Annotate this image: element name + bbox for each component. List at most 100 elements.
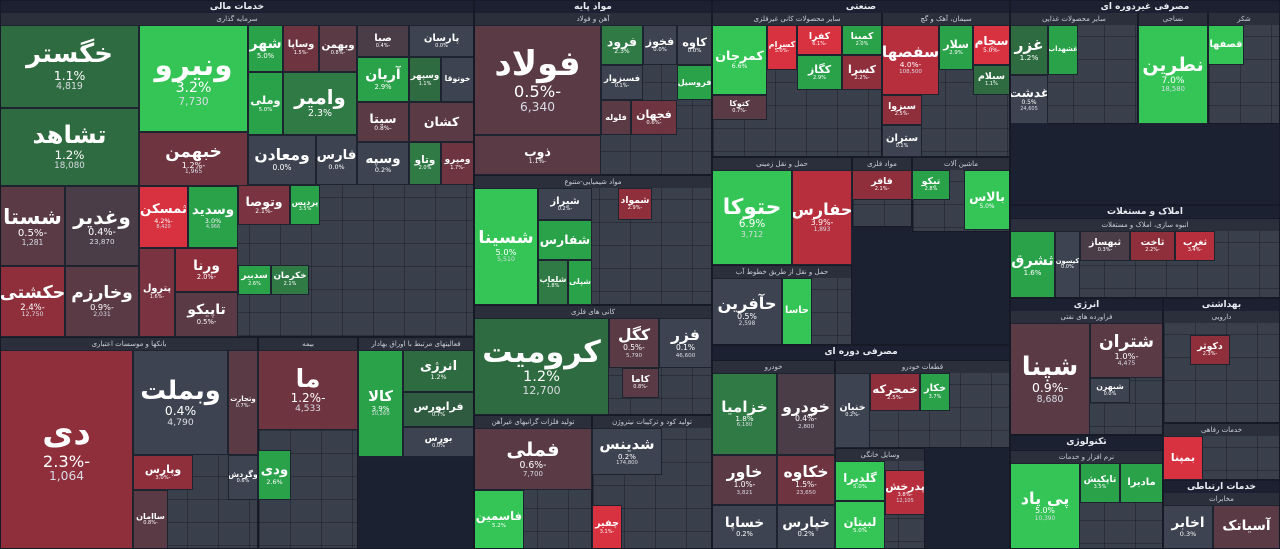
stock-tile: غدشت 0.5% 24,605	[1010, 75, 1048, 124]
stock-change: 0.0%	[435, 42, 448, 49]
stock-volume: 8,420	[156, 224, 171, 231]
sector-group: حمل و نقل زمینی حتوکا 6.9% 3,712 حفارس -3.9% 1…	[712, 157, 852, 265]
sector-group: دارویی دکوثر -2.3%	[1163, 310, 1280, 423]
stock-tile: لبیتان 5.0%	[835, 501, 885, 549]
stock-tile: خبهمن -1.2% 1,965	[139, 132, 248, 186]
stock-change: -0.5%	[196, 317, 217, 326]
stock-tile: خکاوه -1.5% 23,650	[777, 455, 835, 505]
sector-group: خدمات رفاهی بمپنا	[1163, 423, 1280, 480]
sector-header: مصرفی دوره ای	[713, 346, 1009, 358]
stock-symbol: خبهمن	[165, 140, 222, 161]
stock-change: 0.5%	[737, 311, 757, 321]
stock-tile: صبا -0.4%	[357, 25, 409, 57]
stock-change: 0.2%	[374, 166, 392, 175]
stock-symbol: فخوز	[645, 35, 675, 49]
stock-tile: تاپکیش 3.5%	[1080, 463, 1120, 503]
stock-symbol: وملی	[250, 93, 281, 108]
stock-volume: 1,893	[813, 227, 831, 234]
stock-symbol: سفصها	[882, 43, 939, 62]
group-header: سایر محصولات کانی غیرفلزی	[713, 13, 881, 25]
stock-change: 5.0%	[852, 484, 868, 491]
stock-change: 5.0%	[1035, 506, 1055, 516]
stock-symbol: بورس	[424, 433, 453, 445]
stock-symbol: اخابر	[1171, 515, 1205, 531]
stock-volume: 5,510	[497, 256, 515, 264]
stock-change: 0.0%	[432, 443, 445, 450]
stock-tile: ثاخت -2.2%	[1130, 231, 1175, 261]
stock-tile: بمپنا	[1163, 436, 1203, 480]
group-title: مواد فلزی	[867, 160, 897, 168]
stock-tile: ثغرب -3.4%	[1175, 231, 1215, 261]
group-title: وسایل خانگی	[860, 451, 900, 459]
stock-tile: آسیاتک	[1213, 505, 1280, 549]
stock-symbol: کتوکا	[729, 99, 750, 109]
sector-title: خدمات ارتباطی	[1186, 482, 1257, 492]
stock-change: 5.0%	[258, 106, 273, 113]
stock-symbol: کاوه	[682, 34, 707, 49]
stock-change: -0.5%	[17, 227, 48, 239]
stock-symbol: وتوصا	[245, 193, 283, 209]
sector-title: مصرفی دوره ای	[824, 347, 898, 357]
stock-change: 0.2%	[797, 529, 815, 538]
stock-volume: 3,821	[736, 489, 753, 496]
stock-tile: فافر -2.1%	[852, 170, 912, 200]
stock-symbol: فافر	[871, 176, 893, 188]
stock-tile: ما -1.2% 4,533	[258, 350, 358, 430]
stock-symbol: خمحرکه	[872, 381, 918, 396]
sector-group: ماشین آلات تیکو 2.8% بالاس 5.0%	[912, 157, 1010, 232]
stock-volume: 46,600	[675, 352, 696, 359]
stock-symbol: دی	[42, 413, 91, 454]
stock-symbol: حفارس	[792, 200, 852, 220]
group-title: بیمه	[302, 340, 314, 348]
stock-tile: فروسیل	[677, 65, 712, 100]
stock-tile: غزر 1.2%	[1010, 25, 1048, 75]
sector-group: سرمایه گذاری خگستر 1.1% 4,819 تشاهد 1.2% 18,08…	[0, 12, 474, 337]
stock-symbol: کمرجان	[715, 48, 764, 64]
stock-change: -4.0%	[899, 60, 922, 70]
stock-volume: 6,180	[736, 422, 753, 429]
stock-symbol: پارسان	[423, 32, 460, 44]
stock-tile: کفرا -6.1%	[797, 25, 842, 55]
stock-symbol: فلوله	[605, 112, 627, 123]
group-header: شکر	[1209, 13, 1279, 25]
stock-symbol: گلدیرا	[843, 470, 877, 485]
stock-tile: وسپه 0.2%	[357, 142, 409, 185]
stock-symbol: کرومیت	[482, 334, 601, 370]
stock-symbol: شبهرن	[1096, 382, 1124, 392]
stock-symbol: کمینا	[850, 31, 874, 43]
stock-symbol: لبیتان	[843, 514, 877, 529]
group-title: فراورده های نفتی	[1060, 313, 1113, 321]
stock-tile: سیلام 1.1%	[973, 65, 1010, 95]
group-title: حمل و نقل از طریق خطوط آب	[735, 268, 829, 276]
stock-tile: کشان	[409, 102, 474, 142]
sector-group: شکر قصفها	[1208, 12, 1280, 124]
group-header: سیمان، آهک و گچ	[883, 13, 1009, 25]
sector-title: انرژی	[1073, 300, 1100, 310]
stock-change: -0.4%	[375, 42, 391, 49]
stock-tile: ستران 0.1%	[882, 125, 922, 157]
stock-symbol: حاسا	[785, 305, 809, 317]
stock-tile: آریان 2.9%	[357, 57, 409, 102]
stock-symbol: مادیرا	[1127, 476, 1156, 488]
stock-change: 6.6%	[731, 62, 748, 70]
stock-change: -3.9%	[810, 217, 834, 227]
stock-symbol: فجهان	[636, 107, 672, 121]
stock-volume: 18,080	[54, 161, 85, 171]
stock-tile: دکوثر -2.3%	[1190, 335, 1230, 365]
group-title: مخابرات	[1209, 495, 1234, 503]
stock-tile: خکرمان 2.1%	[271, 265, 309, 295]
stock-tile: کالا 3.9% 10,260	[358, 350, 403, 457]
stock-change: 2.3%	[614, 47, 630, 55]
stock-symbol: کفرا	[808, 31, 831, 43]
stock-tile: مادیرا	[1120, 463, 1163, 503]
sector-group: بانکها و موسسات اعتباری دی -2.3% 1,064 وبملت…	[0, 337, 258, 549]
stock-symbol: سلار	[943, 37, 969, 51]
stock-change: 5.2%	[491, 522, 507, 529]
stock-volume: 23,870	[89, 237, 115, 247]
stock-symbol: فارس	[316, 148, 357, 164]
group-header: انبوه سازی، املاک و مستغلات	[1011, 219, 1279, 231]
stock-tile: خاور -1.0% 3,821	[712, 455, 777, 505]
stock-tile: حاسا	[782, 278, 812, 345]
stock-tile: کگاز 2.9%	[797, 55, 842, 90]
